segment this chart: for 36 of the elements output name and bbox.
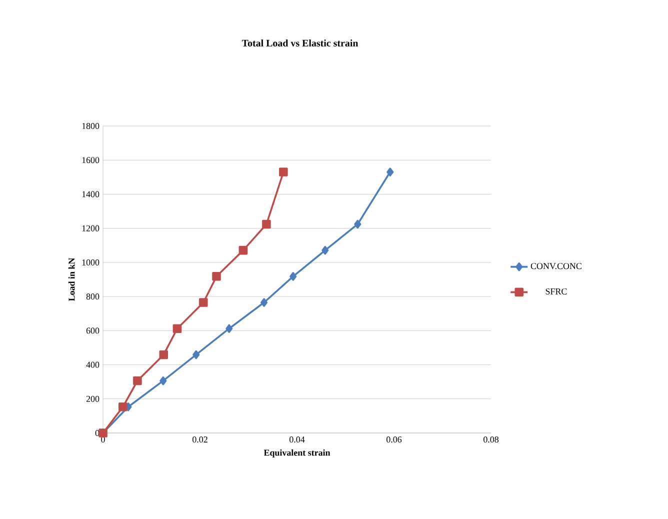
- point: [192, 350, 200, 360]
- y-tick-label: 1400: [82, 191, 100, 198]
- point: [279, 168, 288, 176]
- y-tick-label: 1200: [82, 225, 100, 232]
- point: [172, 324, 182, 333]
- point: [133, 376, 142, 386]
- point: [260, 298, 268, 307]
- point: [238, 246, 248, 255]
- legend-label: SFRC: [546, 288, 567, 294]
- y-tick-label: 400: [86, 362, 100, 368]
- point: [354, 220, 362, 229]
- point: [160, 376, 167, 386]
- y-tick-label: 1000: [82, 259, 100, 266]
- point: [226, 324, 233, 333]
- legend-label: CONV.CONC: [530, 263, 582, 270]
- x-tick-label: 0.04: [290, 436, 305, 443]
- point: [118, 402, 128, 412]
- x-tick-label: 0.08: [484, 436, 499, 443]
- point: [290, 272, 297, 281]
- x-axis-title: Equivalent strain: [264, 449, 330, 458]
- y-tick-label: 800: [86, 294, 100, 300]
- y-axis-title: Load in kN: [68, 258, 75, 302]
- point: [322, 246, 329, 255]
- y-tick-label: 0: [95, 430, 100, 436]
- chart-title: Total Load vs Elastic strain: [242, 39, 358, 46]
- point: [159, 350, 168, 360]
- point: [212, 272, 221, 281]
- y-tick-label: 200: [86, 396, 100, 402]
- y-tick-label: 600: [86, 328, 100, 334]
- point: [386, 168, 394, 176]
- y-tick-label: 1600: [82, 157, 100, 164]
- x-tick-label: 0.02: [192, 436, 208, 443]
- point: [199, 298, 208, 307]
- x-tick-label: 0.06: [386, 436, 402, 443]
- point: [262, 220, 271, 229]
- y-tick-label: 1800: [82, 122, 100, 130]
